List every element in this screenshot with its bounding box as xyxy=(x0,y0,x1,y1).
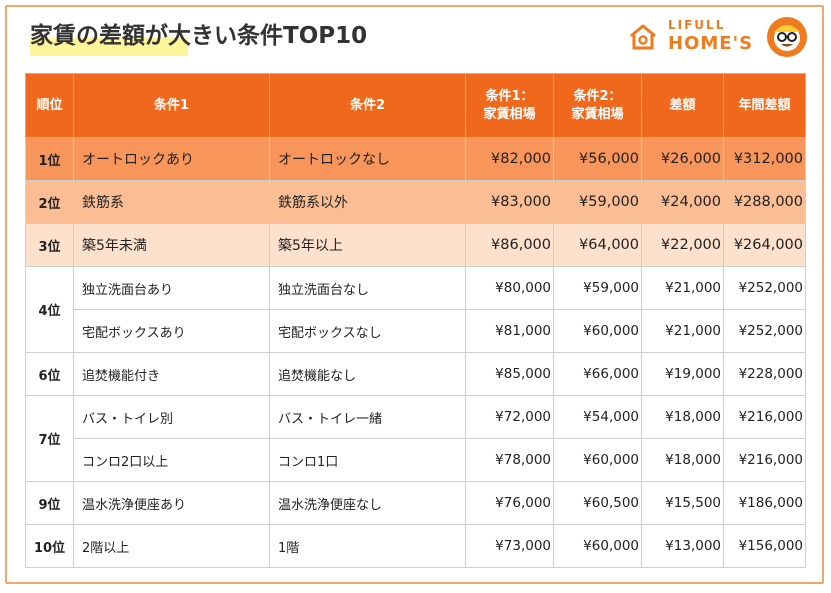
annual-cell: ¥252,000 xyxy=(723,266,806,310)
mascot-icon xyxy=(767,17,807,57)
header-cond2: 条件2 xyxy=(269,73,466,138)
header-rent1-line1: 条件1： xyxy=(485,88,534,104)
rent1-cell: ¥73,000 xyxy=(465,524,554,568)
annual-cell: ¥288,000 xyxy=(723,180,806,224)
cond2-cell: 宅配ボックスなし xyxy=(269,309,466,353)
cond1-cell: 宅配ボックスあり xyxy=(73,309,270,353)
header-rank: 順位 xyxy=(25,73,74,138)
cond1-cell: 鉄筋系 xyxy=(73,180,270,224)
header-rent1-line2: 家賃相場 xyxy=(483,106,536,122)
rent1-cell: ¥85,000 xyxy=(465,352,554,396)
title-block: 家賃の差額が大きい条件TOP10 xyxy=(30,16,367,56)
rent1-cell: ¥82,000 xyxy=(465,137,554,181)
annual-cell: ¥264,000 xyxy=(723,223,806,267)
rent1-cell: ¥81,000 xyxy=(465,309,554,353)
rent2-cell: ¥60,000 xyxy=(553,309,642,353)
diff-cell: ¥22,000 xyxy=(641,223,724,267)
table-row: 9位 温水洗浄便座あり 温水洗浄便座なし ¥76,000 ¥60,500 ¥15… xyxy=(25,481,806,525)
rent2-cell: ¥64,000 xyxy=(553,223,642,267)
annual-cell: ¥156,000 xyxy=(723,524,806,568)
rent-difference-table: 順位 条件1 条件2 条件1： 家賃相場 条件2： 家賃相場 差額 年間差額 1位 … xyxy=(25,73,806,568)
annual-cell: ¥186,000 xyxy=(723,481,806,525)
diff-cell: ¥18,000 xyxy=(641,395,724,439)
cond2-cell: バス・トイレ一緒 xyxy=(269,395,466,439)
diff-cell: ¥13,000 xyxy=(641,524,724,568)
diff-cell: ¥21,000 xyxy=(641,266,724,310)
page-title: 家賃の差額が大きい条件TOP10 xyxy=(30,23,368,49)
cond2-cell: 1階 xyxy=(269,524,466,568)
rent2-cell: ¥54,000 xyxy=(553,395,642,439)
rent1-cell: ¥78,000 xyxy=(465,438,554,482)
cond1-cell: 築5年未満 xyxy=(73,223,270,267)
table-row: 6位 追焚機能付き 追焚機能なし ¥85,000 ¥66,000 ¥19,000… xyxy=(25,352,806,396)
cond2-cell: 独立洗面台なし xyxy=(269,266,466,310)
header-rent2-line2: 家賃相場 xyxy=(571,106,624,122)
cond1-cell: 独立洗面台あり xyxy=(73,266,270,310)
card-frame xyxy=(5,5,824,584)
house-logo-icon xyxy=(630,24,656,50)
annual-cell: ¥216,000 xyxy=(723,395,806,439)
diff-cell: ¥18,000 xyxy=(641,438,724,482)
rank-cell: 6位 xyxy=(25,352,74,396)
table-header-row: 順位 条件1 条件2 条件1： 家賃相場 条件2： 家賃相場 差額 年間差額 xyxy=(25,73,806,138)
rent1-cell: ¥80,000 xyxy=(465,266,554,310)
rank-cell: 9位 xyxy=(25,481,74,525)
rent2-cell: ¥59,000 xyxy=(553,266,642,310)
cond2-cell: 温水洗浄便座なし xyxy=(269,481,466,525)
table-row: コンロ2口以上 コンロ1口 ¥78,000 ¥60,000 ¥18,000 ¥2… xyxy=(26,438,806,482)
cond2-cell: 鉄筋系以外 xyxy=(269,180,466,224)
rent2-cell: ¥59,000 xyxy=(553,180,642,224)
rank-cell: 1位 xyxy=(25,137,74,181)
annual-cell: ¥228,000 xyxy=(723,352,806,396)
cond1-cell: オートロックあり xyxy=(73,137,270,181)
rent2-cell: ¥60,500 xyxy=(553,481,642,525)
rank-cell: 2位 xyxy=(25,180,74,224)
header-rent2: 条件2： 家賃相場 xyxy=(553,73,642,138)
cond1-cell: 2階以上 xyxy=(73,524,270,568)
table-row: 7位 バス・トイレ別 バス・トイレ一緒 ¥72,000 ¥54,000 ¥18,… xyxy=(25,395,806,482)
rent2-cell: ¥60,000 xyxy=(553,438,642,482)
header-cond1: 条件1 xyxy=(73,73,270,138)
rank-cell: 7位 xyxy=(25,395,74,482)
table-row: 4位 独立洗面台あり 独立洗面台なし ¥80,000 ¥59,000 ¥21,0… xyxy=(25,266,806,353)
cond2-cell: コンロ1口 xyxy=(269,438,466,482)
logo-line1: LIFULL xyxy=(668,18,726,32)
rent2-cell: ¥56,000 xyxy=(553,137,642,181)
cond1-cell: バス・トイレ別 xyxy=(73,395,270,439)
table-row: 1位 オートロックあり オートロックなし ¥82,000 ¥56,000 ¥26… xyxy=(25,137,806,181)
logo-line2: HOME'S xyxy=(668,33,754,54)
cond1-cell: コンロ2口以上 xyxy=(73,438,270,482)
rent1-cell: ¥86,000 xyxy=(465,223,554,267)
header-rent1: 条件1： 家賃相場 xyxy=(465,73,554,138)
rank-cell: 3位 xyxy=(25,223,74,267)
annual-cell: ¥216,000 xyxy=(723,438,806,482)
header-rent2-line1: 条件2： xyxy=(573,88,622,104)
rent1-cell: ¥83,000 xyxy=(465,180,554,224)
diff-cell: ¥21,000 xyxy=(641,309,724,353)
cond1-cell: 追焚機能付き xyxy=(73,352,270,396)
header-annual: 年間差額 xyxy=(723,73,806,138)
cond1-cell: 温水洗浄便座あり xyxy=(73,481,270,525)
table-row: 2位 鉄筋系 鉄筋系以外 ¥83,000 ¥59,000 ¥24,000 ¥28… xyxy=(25,180,806,224)
diff-cell: ¥15,500 xyxy=(641,481,724,525)
annual-cell: ¥252,000 xyxy=(723,309,806,353)
rank-cell: 4位 xyxy=(25,266,74,353)
rent2-cell: ¥60,000 xyxy=(553,524,642,568)
diff-cell: ¥24,000 xyxy=(641,180,724,224)
diff-cell: ¥19,000 xyxy=(641,352,724,396)
table-row: 10位 2階以上 1階 ¥73,000 ¥60,000 ¥13,000 ¥156… xyxy=(25,524,806,568)
rent2-cell: ¥66,000 xyxy=(553,352,642,396)
rank-cell: 10位 xyxy=(25,524,74,568)
cond2-cell: オートロックなし xyxy=(269,137,466,181)
rent1-cell: ¥72,000 xyxy=(465,395,554,439)
table-row: 3位 築5年未満 築5年以上 ¥86,000 ¥64,000 ¥22,000 ¥… xyxy=(25,223,806,267)
table-row: 宅配ボックスあり 宅配ボックスなし ¥81,000 ¥60,000 ¥21,00… xyxy=(26,309,806,353)
annual-cell: ¥312,000 xyxy=(723,137,806,181)
rent1-cell: ¥76,000 xyxy=(465,481,554,525)
cond2-cell: 追焚機能なし xyxy=(269,352,466,396)
cond2-cell: 築5年以上 xyxy=(269,223,466,267)
diff-cell: ¥26,000 xyxy=(641,137,724,181)
title-highlight xyxy=(30,38,188,56)
header-diff: 差額 xyxy=(641,73,724,138)
